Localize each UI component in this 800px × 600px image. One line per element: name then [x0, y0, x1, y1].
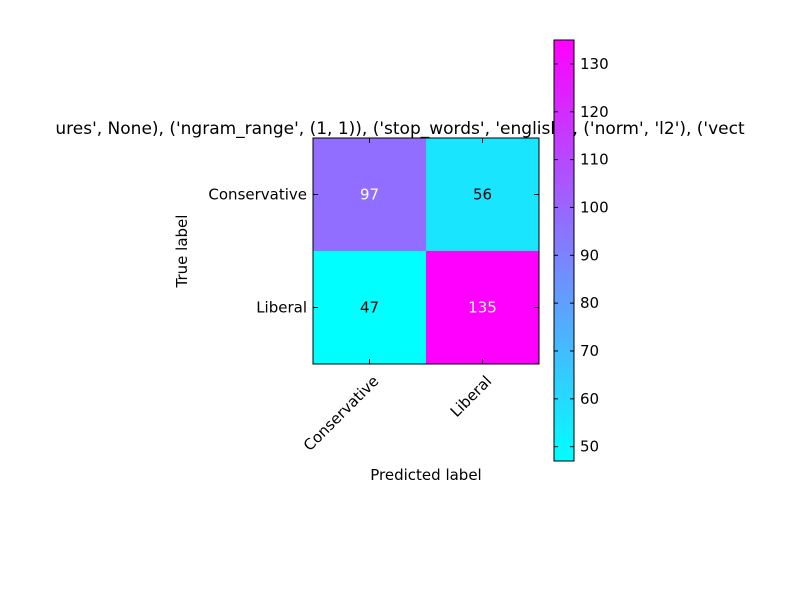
x-tick-label: Liberal — [447, 372, 496, 421]
cell-value-label: 56 — [473, 186, 492, 204]
cell-value-label: 135 — [468, 299, 497, 317]
heatmap-cell — [426, 138, 539, 251]
colorbar-tick-label: 90 — [580, 246, 599, 264]
heatmap-cells: 97 56 47 135 — [313, 138, 539, 364]
colorbar-tick-label: 50 — [580, 438, 599, 456]
y-tick-label: Liberal — [256, 299, 307, 317]
y-tick-label: Conservative — [208, 186, 307, 204]
heatmap-cell — [313, 138, 426, 251]
cell-value-label: 97 — [360, 186, 379, 204]
chart-title: ures', None), ('ngram_range', (1, 1)), (… — [55, 119, 745, 139]
cell-value-label: 47 — [360, 299, 379, 317]
colorbar-tick-label: 130 — [580, 55, 609, 73]
y-axis-label: True label — [173, 215, 191, 289]
colorbar-tick-label: 100 — [580, 198, 609, 216]
colorbar-tick-label: 70 — [580, 342, 599, 360]
colorbar-tick-label: 80 — [580, 294, 599, 312]
colorbar-gradient — [553, 39, 575, 462]
colorbar: 50 60 70 80 90 100 110 120 130 — [553, 39, 609, 462]
plot-frame — [312, 137, 540, 365]
heatmap-cell — [426, 251, 539, 364]
x-tick-label: Conservative — [300, 372, 382, 454]
heatmap-cell — [313, 251, 426, 364]
colorbar-tick-label: 110 — [580, 151, 609, 169]
colorbar-tick-label: 60 — [580, 390, 599, 408]
colorbar-tick-label: 120 — [580, 103, 609, 121]
x-axis-label: Predicted label — [370, 466, 481, 484]
